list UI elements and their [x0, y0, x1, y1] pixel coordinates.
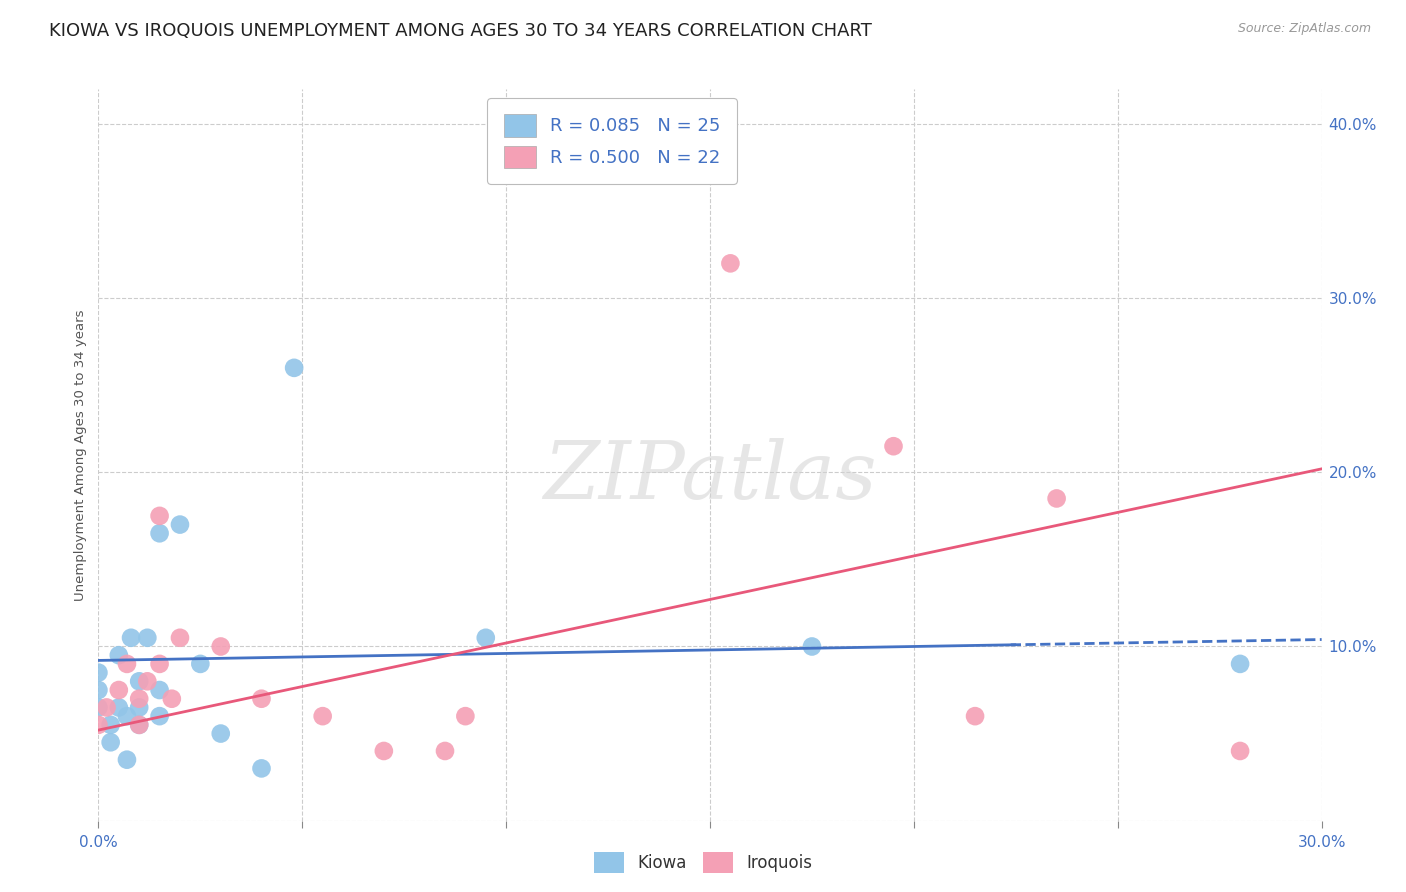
Point: [96, 700, 118, 714]
Point: [128, 718, 150, 732]
Point: [136, 674, 159, 689]
Point: [108, 683, 131, 698]
Point: [718, 256, 742, 270]
Point: [801, 640, 824, 654]
Point: [434, 744, 457, 758]
Point: [312, 709, 335, 723]
Point: [128, 700, 150, 714]
Point: [283, 360, 305, 375]
Point: [160, 691, 183, 706]
Point: [1045, 491, 1069, 506]
Text: KIOWA VS IROQUOIS UNEMPLOYMENT AMONG AGES 30 TO 34 YEARS CORRELATION CHART: KIOWA VS IROQUOIS UNEMPLOYMENT AMONG AGE…: [49, 22, 872, 40]
Point: [149, 657, 172, 671]
Point: [250, 761, 273, 775]
Point: [87, 683, 110, 698]
Point: [115, 753, 138, 767]
Point: [373, 744, 395, 758]
Point: [100, 718, 122, 732]
Point: [87, 665, 110, 680]
Y-axis label: Unemployment Among Ages 30 to 34 years: Unemployment Among Ages 30 to 34 years: [75, 310, 87, 600]
Text: Source: ZipAtlas.com: Source: ZipAtlas.com: [1237, 22, 1371, 36]
Text: ZIPatlas: ZIPatlas: [543, 438, 877, 516]
Legend: R = 0.085   N = 25, R = 0.500   N = 22: R = 0.085 N = 25, R = 0.500 N = 22: [488, 98, 737, 184]
Point: [169, 631, 191, 645]
Point: [149, 508, 172, 523]
Point: [136, 631, 159, 645]
Point: [108, 648, 131, 663]
Point: [965, 709, 987, 723]
Point: [883, 439, 905, 453]
Point: [128, 718, 150, 732]
Point: [149, 683, 172, 698]
Point: [149, 709, 172, 723]
Point: [1229, 657, 1251, 671]
Point: [250, 691, 273, 706]
Point: [454, 709, 477, 723]
Point: [115, 709, 138, 723]
Point: [115, 657, 138, 671]
Point: [188, 657, 212, 671]
Point: [87, 700, 110, 714]
Point: [128, 691, 150, 706]
Point: [209, 726, 232, 740]
Point: [128, 674, 150, 689]
Point: [108, 700, 131, 714]
Point: [100, 735, 122, 749]
Point: [1229, 744, 1251, 758]
Point: [474, 631, 498, 645]
Point: [169, 517, 191, 532]
Point: [209, 640, 232, 654]
Point: [120, 631, 142, 645]
Legend: Kiowa, Iroquois: Kiowa, Iroquois: [586, 846, 820, 880]
Point: [149, 526, 172, 541]
Point: [87, 718, 110, 732]
